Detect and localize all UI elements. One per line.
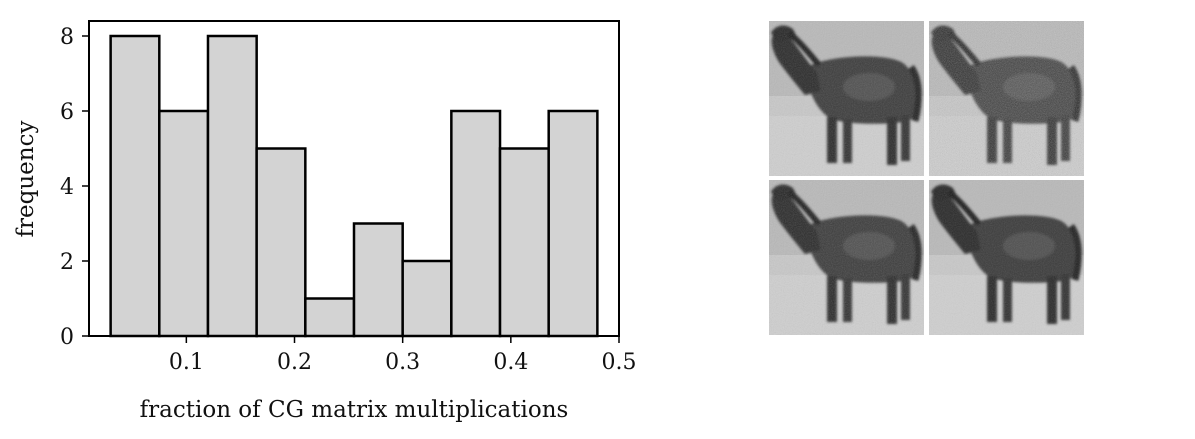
x-tick-label: 0.4	[493, 350, 528, 375]
histogram-bars	[109, 34, 599, 338]
histogram-bar	[158, 109, 210, 338]
histogram-bar	[498, 147, 550, 338]
thumbnail-grid	[769, 21, 1084, 335]
y-tick-label: 6	[60, 100, 74, 125]
y-tick-label: 8	[60, 25, 74, 50]
x-tick-label: 0.3	[385, 350, 420, 375]
histogram-bar	[109, 34, 161, 338]
histogram-bar	[450, 109, 502, 338]
y-tick-label: 4	[60, 175, 74, 200]
x-tick-label: 0.2	[277, 350, 312, 375]
y-tick-label: 2	[60, 250, 74, 275]
x-tick-label: 0.1	[169, 350, 204, 375]
y-axis-ticks: 0 2 4 6 8	[60, 25, 89, 350]
histogram-bar	[547, 109, 599, 338]
histogram-bar	[206, 34, 258, 338]
thumbnail-bottom-right	[929, 180, 1084, 335]
thumbnail-top-right	[929, 21, 1084, 176]
histogram-bar	[304, 297, 356, 338]
thumbnail-top-left	[769, 21, 924, 176]
y-tick-label: 0	[60, 325, 74, 350]
plot-frame	[88, 20, 620, 337]
x-tick-label: 0.5	[602, 350, 637, 375]
thumbnail-bottom-left	[769, 180, 924, 335]
x-axis-ticks: 0.1 0.2 0.3 0.4 0.5	[169, 336, 637, 375]
x-axis-label: fraction of CG matrix multiplications	[140, 397, 569, 423]
histogram-bar	[255, 147, 307, 338]
histogram-bar	[352, 222, 404, 338]
histogram: 0.1 0.2 0.3 0.4 0.5 0 2 4 6 8 fraction of CG mat…	[13, 20, 637, 423]
y-axis-label: frequency	[13, 121, 39, 238]
histogram-bar	[401, 259, 453, 338]
